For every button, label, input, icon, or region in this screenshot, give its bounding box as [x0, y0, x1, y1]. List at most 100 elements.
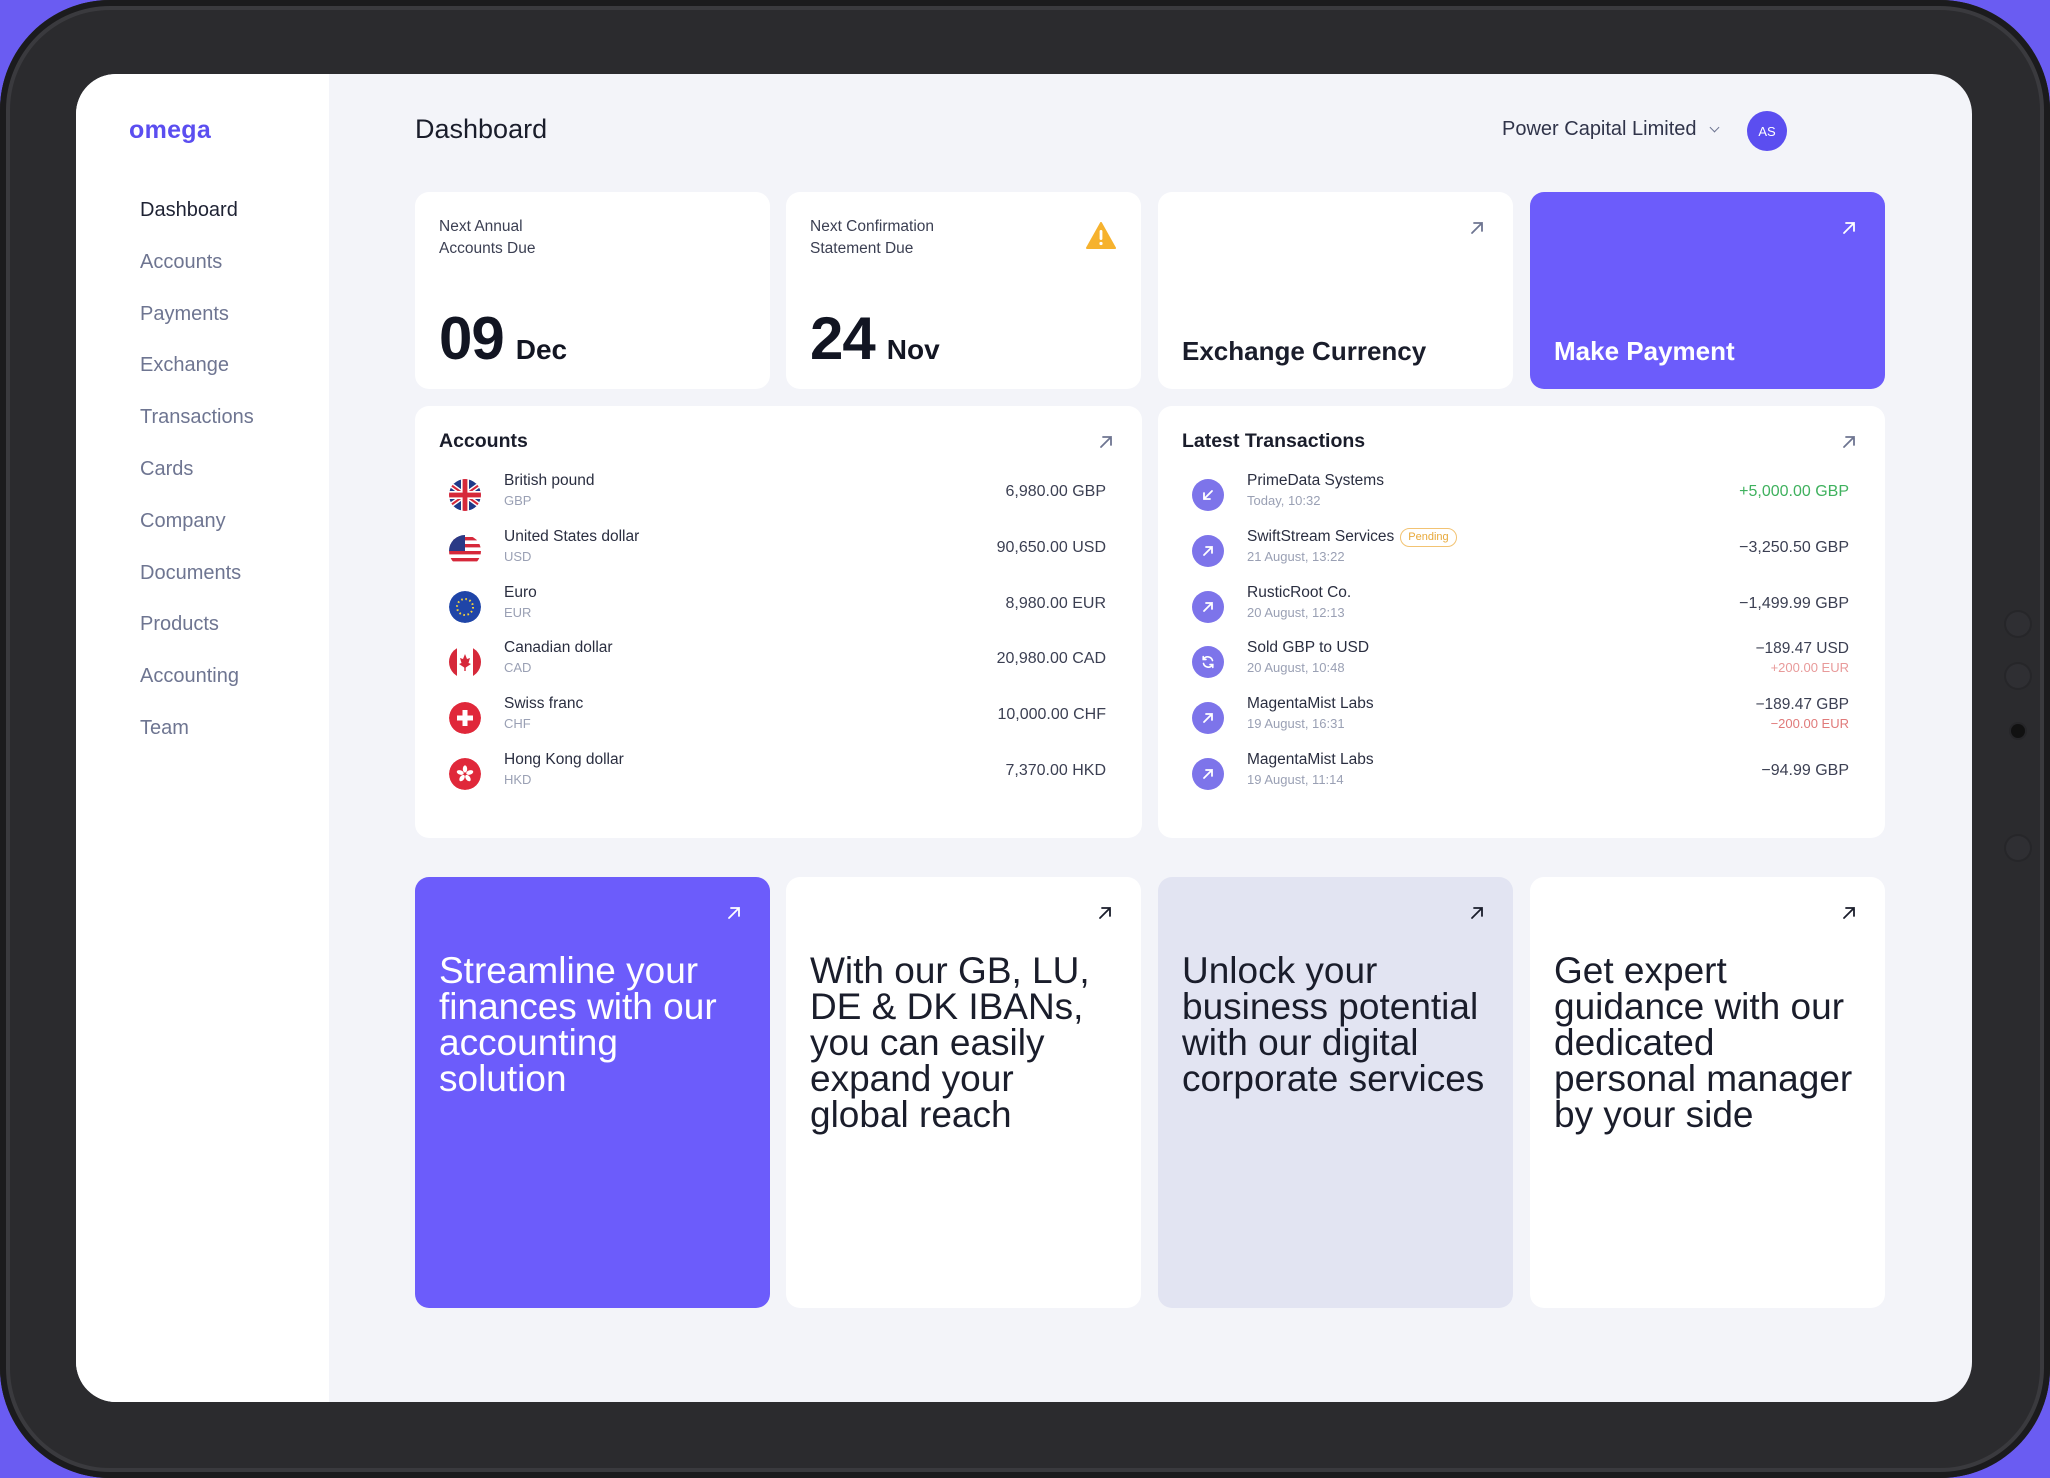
transaction-amount: −1,499.99 GBP	[1739, 594, 1849, 612]
accounts-title: Accounts	[439, 430, 528, 452]
sidebar-item-exchange[interactable]: Exchange	[140, 354, 229, 377]
transaction-row[interactable]: MagentaMist Labs 19 August, 16:31 −189.4…	[1192, 693, 1849, 749]
main-content: Dashboard Power Capital Limited AS Next …	[329, 74, 1972, 1402]
transaction-row[interactable]: MagentaMist Labs 19 August, 11:14 −94.99…	[1192, 749, 1849, 805]
transactions-title: Latest Transactions	[1182, 430, 1366, 452]
arrow-up-right-icon	[1467, 218, 1487, 238]
account-row[interactable]: Swiss franc CHF 10,000.00 CHF	[449, 693, 1106, 749]
transaction-row[interactable]: SwiftStream Services Pending 21 August, 1…	[1192, 526, 1849, 582]
transaction-amount: +5,000.00 GBP	[1739, 483, 1849, 500]
transaction-row[interactable]: RusticRoot Co. 20 August, 12:13 −1,499.9…	[1192, 582, 1849, 638]
account-row[interactable]: Canadian dollar CAD 20,980.00 CAD	[449, 637, 1106, 693]
arrow-up-right-icon[interactable]	[1096, 432, 1116, 452]
device-button	[2006, 612, 2030, 636]
exchange-currency-label: Exchange Currency	[1182, 336, 1427, 366]
pending-badge: Pending	[1400, 527, 1457, 547]
sidebar-item-accounting[interactable]: Accounting	[140, 665, 239, 688]
eu-flag-icon	[449, 590, 481, 623]
sidebar-item-cards[interactable]: Cards	[140, 457, 194, 480]
annual-accounts-date: 09 Dec	[439, 304, 567, 373]
sidebar-item-transactions[interactable]: Transactions	[140, 406, 254, 429]
transaction-name: Sold GBP to USD	[1247, 639, 1370, 657]
brand-logo[interactable]: omega	[129, 116, 212, 144]
arrow-up-right-icon	[1192, 757, 1224, 790]
transactions-list: PrimeData Systems Today, 10:32 +5,000.00…	[1192, 470, 1849, 805]
sidebar: omega Dashboard Accounts Payments Exchan…	[76, 74, 329, 1402]
arrow-up-right-icon[interactable]	[1839, 432, 1859, 452]
promo-card-ibans[interactable]: With our GB, LU, DE & DK IBANs, you can …	[786, 877, 1141, 1308]
device-button	[2006, 836, 2030, 860]
account-code: HKD	[504, 771, 532, 787]
transaction-amount: −3,250.50 GBP	[1739, 538, 1849, 556]
device-button	[2006, 664, 2030, 688]
arrow-up-right-icon	[1095, 903, 1115, 923]
transaction-row[interactable]: Sold GBP to USD 20 August, 10:48 −189.47…	[1192, 637, 1849, 693]
avatar[interactable]: AS	[1747, 111, 1787, 151]
transaction-name: MagentaMist Labs	[1247, 750, 1374, 768]
transaction-amount: −189.47 GBP	[1755, 696, 1850, 714]
account-name: Swiss franc	[504, 695, 584, 713]
transaction-name: RusticRoot Co.	[1247, 583, 1352, 601]
exchange-currency-tile[interactable]: Exchange Currency	[1158, 192, 1513, 389]
arrow-up-right-icon	[1839, 218, 1859, 238]
accounts-card: Accounts British pound GBP	[415, 406, 1142, 838]
promo-text: Streamline your finances with our accoun…	[439, 950, 717, 1099]
transactions-card: Latest Transactions PrimeData Systems To…	[1158, 406, 1885, 838]
transaction-amount-secondary: +200.00 EUR	[1770, 660, 1849, 676]
chevron-down-icon	[1709, 122, 1719, 133]
arrow-down-left-icon	[1192, 479, 1224, 511]
transaction-name-wrap: SwiftStream Services Pending	[1247, 527, 1457, 547]
transaction-amount-secondary: −200.00 EUR	[1770, 716, 1849, 732]
arrow-up-right-icon	[1192, 534, 1224, 567]
make-payment-tile[interactable]: Make Payment	[1530, 192, 1885, 389]
sidebar-item-products[interactable]: Products	[140, 613, 219, 636]
sidebar-nav: Dashboard Accounts Payments Exchange Tra…	[140, 196, 254, 766]
account-row[interactable]: United States dollar USD 90,650.00 USD	[449, 526, 1106, 582]
hongkong-flag-icon	[449, 757, 481, 790]
arrow-up-right-icon	[1467, 903, 1487, 923]
sidebar-item-accounts[interactable]: Accounts	[140, 250, 223, 273]
account-code: USD	[504, 548, 532, 564]
transaction-row[interactable]: PrimeData Systems Today, 10:32 +5,000.00…	[1192, 470, 1849, 526]
annual-accounts-card: Next Annual Accounts Due 09 Dec	[415, 192, 770, 389]
confirmation-label: Next Confirmation Statement Due	[810, 218, 935, 257]
promo-card-manager[interactable]: Get expert guidance with our dedicated p…	[1530, 877, 1885, 1308]
sidebar-item-documents[interactable]: Documents	[140, 561, 242, 584]
arrow-up-right-icon	[1192, 702, 1224, 735]
due-month: Dec	[515, 334, 568, 365]
sidebar-item-dashboard[interactable]: Dashboard	[140, 199, 238, 221]
company-selector[interactable]: Power Capital Limited	[1502, 118, 1719, 141]
camera-icon	[2011, 724, 2025, 738]
account-balance: 20,980.00 CAD	[996, 650, 1106, 668]
account-name: United States dollar	[504, 527, 640, 545]
account-balance: 10,000.00 CHF	[997, 706, 1106, 724]
account-balance: 7,370.00 HKD	[1005, 761, 1106, 779]
transaction-time: 21 August, 13:22	[1247, 548, 1345, 564]
sidebar-item-company[interactable]: Company	[140, 509, 226, 532]
account-row[interactable]: British pound GBP 6,980.00 GBP	[449, 470, 1106, 526]
promo-card-corporate[interactable]: Unlock your business potential with our …	[1158, 877, 1513, 1308]
make-payment-label: Make Payment	[1554, 336, 1735, 366]
transaction-name: MagentaMist Labs	[1247, 695, 1374, 713]
account-code: CHF	[504, 716, 531, 732]
account-row[interactable]: Euro EUR 8,980.00 EUR	[449, 582, 1106, 638]
transaction-time: 19 August, 11:14	[1247, 771, 1344, 787]
swiss-flag-icon	[449, 702, 481, 735]
transaction-time: 20 August, 12:13	[1247, 604, 1345, 620]
page-title: Dashboard	[415, 114, 548, 144]
exchange-icon	[1192, 646, 1224, 679]
promo-card-accounting[interactable]: Streamline your finances with our accoun…	[415, 877, 770, 1308]
sidebar-item-payments[interactable]: Payments	[140, 302, 229, 325]
transaction-amount: −94.99 GBP	[1761, 761, 1849, 779]
account-balance: 90,650.00 USD	[996, 538, 1106, 556]
account-row[interactable]: Hong Kong dollar HKD 7,370.00 HKD	[449, 749, 1106, 805]
due-day: 24	[810, 305, 876, 372]
due-day: 09	[439, 305, 505, 372]
promo-text: Unlock your business potential with our …	[1182, 950, 1485, 1099]
account-code: CAD	[504, 660, 532, 676]
sidebar-item-team[interactable]: Team	[140, 716, 189, 739]
account-name: Euro	[504, 583, 537, 601]
transaction-name: SwiftStream Services	[1247, 527, 1395, 545]
account-code: GBP	[504, 493, 532, 508]
